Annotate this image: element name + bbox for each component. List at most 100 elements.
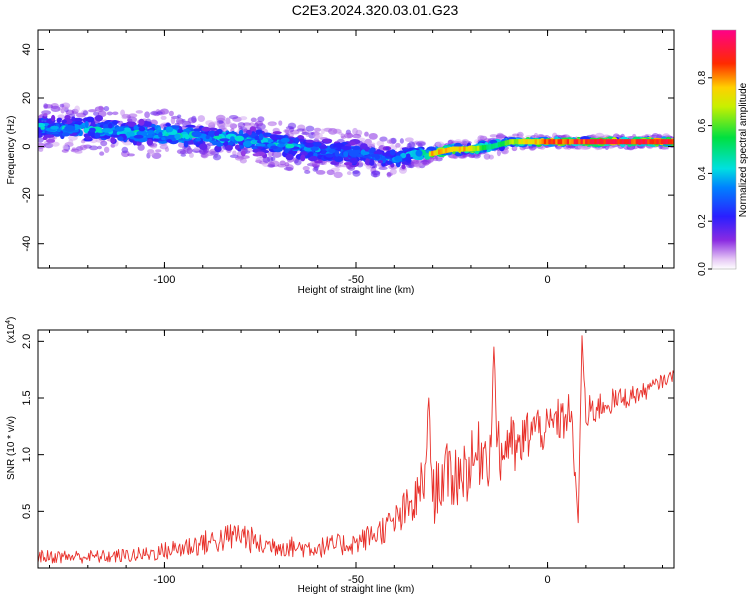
heatmap-cell: [334, 150, 340, 157]
heatmap-cell: [368, 142, 376, 146]
heatmap-cell: [150, 111, 159, 116]
heatmap-cell: [46, 131, 53, 135]
heatmap-cell: [412, 159, 420, 165]
heatmap-cell: [38, 122, 46, 128]
heatmap-cell: [214, 145, 222, 153]
heatmap-cell: [310, 155, 318, 160]
heatmap-cell: [368, 159, 375, 166]
heatmap-cell: [61, 132, 70, 137]
heatmap-cell: [205, 120, 214, 126]
heatmap-cell: [369, 147, 375, 154]
heatmap-cell: [389, 149, 396, 156]
colorbar-label: Normalized spectral amplitude: [738, 82, 749, 217]
snr-series-line: [38, 335, 674, 564]
heatmap-cell: [318, 145, 328, 149]
heatmap-cell: [174, 133, 181, 140]
heatmap-cell: [252, 153, 260, 157]
heatmap-cell: [603, 139, 608, 145]
heatmap-cell: [644, 139, 649, 145]
heatmap-cell: [294, 158, 302, 166]
heatmap-cell: [343, 132, 354, 139]
heatmap-cell: [117, 136, 124, 141]
heatmap-cell: [490, 143, 495, 149]
heatmap-cell: [305, 125, 315, 132]
heatmap-cell: [285, 143, 295, 149]
heatmap-cell: [296, 128, 305, 132]
heatmap-cell: [340, 145, 352, 151]
heatmap-cell: [310, 146, 320, 151]
heatmap-cell: [504, 140, 509, 146]
heatmap-cell: [146, 130, 155, 135]
heatmap-cell: [50, 125, 59, 130]
heatmap-cell: [369, 153, 379, 158]
heatmap-cell: [236, 155, 244, 160]
heatmap-cell: [249, 122, 255, 127]
heatmap-cell: [302, 166, 310, 171]
heatmap-cell: [89, 145, 99, 151]
heatmap-cell: [300, 154, 306, 162]
heatmap-cell: [239, 116, 248, 121]
heatmap-cell: [304, 142, 314, 148]
heatmap-cell: [183, 141, 189, 148]
heatmap-cell: [133, 134, 144, 139]
heatmap-cell: [315, 134, 320, 140]
heatmap-cell: [272, 131, 282, 135]
heatmap-cell: [88, 109, 97, 113]
heatmap-cell: [456, 146, 460, 152]
spectrogram-x-axis-label: Height of straight line (km): [298, 285, 415, 296]
heatmap-cell: [121, 146, 129, 154]
snr-y-axis-label: SNR (10 * v/v): [6, 416, 17, 480]
heatmap-cell: [506, 139, 511, 145]
heatmap-cell: [99, 151, 105, 156]
heatmap-cell: [79, 124, 85, 129]
heatmap-cell: [165, 123, 172, 127]
heatmap-cell: [108, 122, 113, 129]
colorbar-frame: [711, 29, 737, 270]
heatmap-cell: [477, 145, 481, 151]
heatmap-cell: [191, 115, 197, 123]
heatmap-cell: [640, 139, 644, 145]
heatmap-cell: [373, 163, 378, 169]
spectrogram-y-axis: -40 -20 0 20 40: [21, 43, 674, 252]
heatmap-cell: [185, 124, 196, 128]
heatmap-cell: [348, 150, 359, 157]
heatmap-cell: [110, 136, 116, 144]
heatmap-cell: [207, 130, 217, 138]
heatmap-cell: [38, 134, 43, 138]
heatmap-cell: [315, 170, 326, 175]
heatmap-cell: [370, 170, 381, 178]
y-tick-label: 2.0: [21, 334, 33, 349]
heatmap-cell: [127, 121, 137, 127]
heatmap-cell: [665, 139, 670, 145]
heatmap-cell: [50, 105, 61, 112]
heatmap-cell: [587, 139, 591, 145]
heatmap-cell: [541, 139, 545, 145]
heatmap-cell: [454, 146, 458, 152]
heatmap-cell: [61, 119, 67, 124]
heatmap-cell: [219, 138, 230, 142]
heatmap-cell: [208, 127, 218, 131]
heatmap-cell: [552, 139, 557, 145]
heatmap-cell: [546, 139, 550, 145]
heatmap-cell: [79, 144, 88, 151]
y-tick-label: 1.5: [21, 390, 33, 405]
heatmap-cell: [97, 145, 102, 150]
heatmap-cell: [360, 151, 370, 156]
heatmap-cell: [90, 120, 96, 128]
heatmap-cell: [496, 149, 502, 157]
heatmap-cell: [435, 141, 445, 148]
snr-panel: -100 -50 0 0.5 1.0 1.5 2.0 Height of straight…: [5, 317, 675, 595]
heatmap-cell: [575, 139, 580, 145]
heatmap-cell: [197, 115, 206, 122]
heatmap-cell: [121, 115, 128, 120]
heatmap-cell: [431, 150, 435, 156]
heatmap-cell: [564, 139, 568, 145]
heatmap-cell: [298, 138, 305, 143]
heatmap-cell: [127, 118, 133, 123]
heatmap-cell: [232, 150, 237, 156]
heatmap-cell: [191, 130, 202, 138]
heatmap-cell: [94, 114, 104, 122]
heatmap-cell: [186, 147, 193, 155]
heatmap-cell: [460, 146, 465, 152]
heatmap-cell: [305, 139, 314, 143]
